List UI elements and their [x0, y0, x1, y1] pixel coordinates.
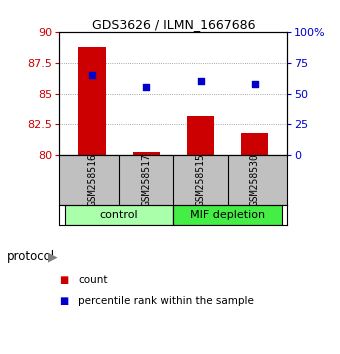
- Bar: [65, 205, 173, 225]
- Text: protocol: protocol: [7, 250, 55, 263]
- Text: MIF depletion: MIF depletion: [190, 210, 265, 220]
- Text: GSM258516: GSM258516: [87, 154, 97, 206]
- Text: percentile rank within the sample: percentile rank within the sample: [78, 296, 254, 306]
- Point: [252, 81, 257, 86]
- Bar: [187, 116, 214, 155]
- Bar: [79, 47, 106, 155]
- Text: GSM258517: GSM258517: [141, 154, 151, 206]
- Bar: [133, 152, 160, 155]
- Text: GSM258515: GSM258515: [195, 154, 205, 206]
- Bar: [173, 205, 282, 225]
- Text: GSM258530: GSM258530: [250, 154, 260, 206]
- Text: ▶: ▶: [48, 250, 57, 263]
- Point: [89, 72, 95, 78]
- Text: count: count: [78, 275, 108, 285]
- Bar: [241, 133, 268, 155]
- Point: [198, 78, 203, 84]
- Text: control: control: [100, 210, 138, 220]
- Text: ■: ■: [59, 275, 69, 285]
- Point: [143, 85, 149, 90]
- Title: GDS3626 / ILMN_1667686: GDS3626 / ILMN_1667686: [92, 18, 255, 31]
- Text: ■: ■: [59, 296, 69, 306]
